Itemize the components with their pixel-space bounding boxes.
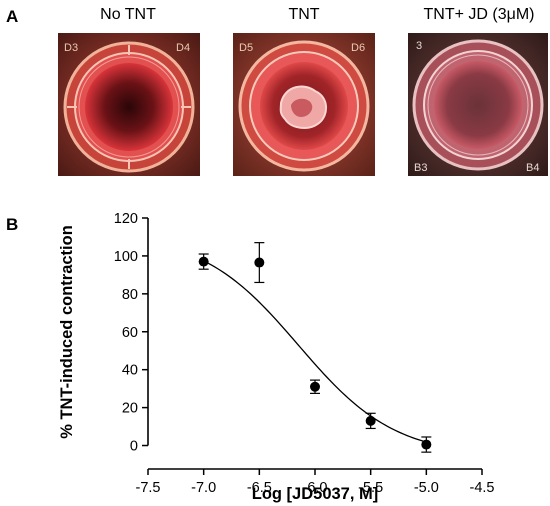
well-label: D5 <box>239 42 253 54</box>
data-point <box>421 439 432 450</box>
x-tick-label: -5.0 <box>414 480 439 496</box>
x-tick-label: -5.5 <box>358 480 383 496</box>
data-point <box>310 381 320 392</box>
y-axis-label: % TNT-induced contraction <box>58 225 76 439</box>
y-tick-label: 80 <box>122 287 138 303</box>
well-photo-no-tnt: D3 D4 <box>58 33 200 176</box>
x-tick-label: -6.0 <box>303 480 328 496</box>
panel-b-letter: B <box>6 215 19 234</box>
data-points-layer <box>198 242 432 453</box>
panel-a-letter: A <box>6 7 19 26</box>
fit-curve <box>203 260 427 443</box>
y-tick-label: 0 <box>130 439 138 455</box>
photo-title-tnt: TNT <box>288 6 320 23</box>
data-point <box>254 257 265 268</box>
data-point <box>198 256 209 267</box>
y-tick-label: 100 <box>114 249 138 265</box>
well-label: D4 <box>176 42 190 54</box>
well-label: B4 <box>526 162 539 174</box>
x-tick-label: -4.5 <box>470 480 495 496</box>
y-tick-label: 40 <box>122 363 138 379</box>
data-point <box>365 415 376 426</box>
y-tick-label: 20 <box>122 401 138 417</box>
well-label: 3 <box>416 40 422 52</box>
x-tick-label: -7.5 <box>136 480 161 496</box>
photo-title-no-tnt: No TNT <box>100 6 156 23</box>
y-tick-label: 120 <box>114 211 138 227</box>
photo-title-tnt-jd: TNT+ JD (3μM) <box>423 6 535 23</box>
well-photo-tnt-jd: 3 B3 B4 <box>408 33 548 176</box>
fit-curve-layer <box>203 260 427 443</box>
well-label: D3 <box>64 42 78 54</box>
x-tick-label: -7.0 <box>191 480 216 496</box>
chart-axes: 0 20 40 60 80 100 120 -7.5 -7.0 -6.5 -6.0 -5.5 -5.0 -… <box>114 211 495 496</box>
x-axis-label: Log [JD5037, M] <box>252 485 379 503</box>
dose-response-chart: 0 20 40 60 80 100 120 -7.5 -7.0 -6.5 -6.0 -5.5 -5.0 -… <box>58 211 495 503</box>
x-tick-label: -6.5 <box>247 480 272 496</box>
well-label: D6 <box>351 42 365 54</box>
y-tick-label: 60 <box>122 325 138 341</box>
well-label: B3 <box>414 162 427 174</box>
well-photo-tnt: D5 D6 <box>233 33 375 176</box>
